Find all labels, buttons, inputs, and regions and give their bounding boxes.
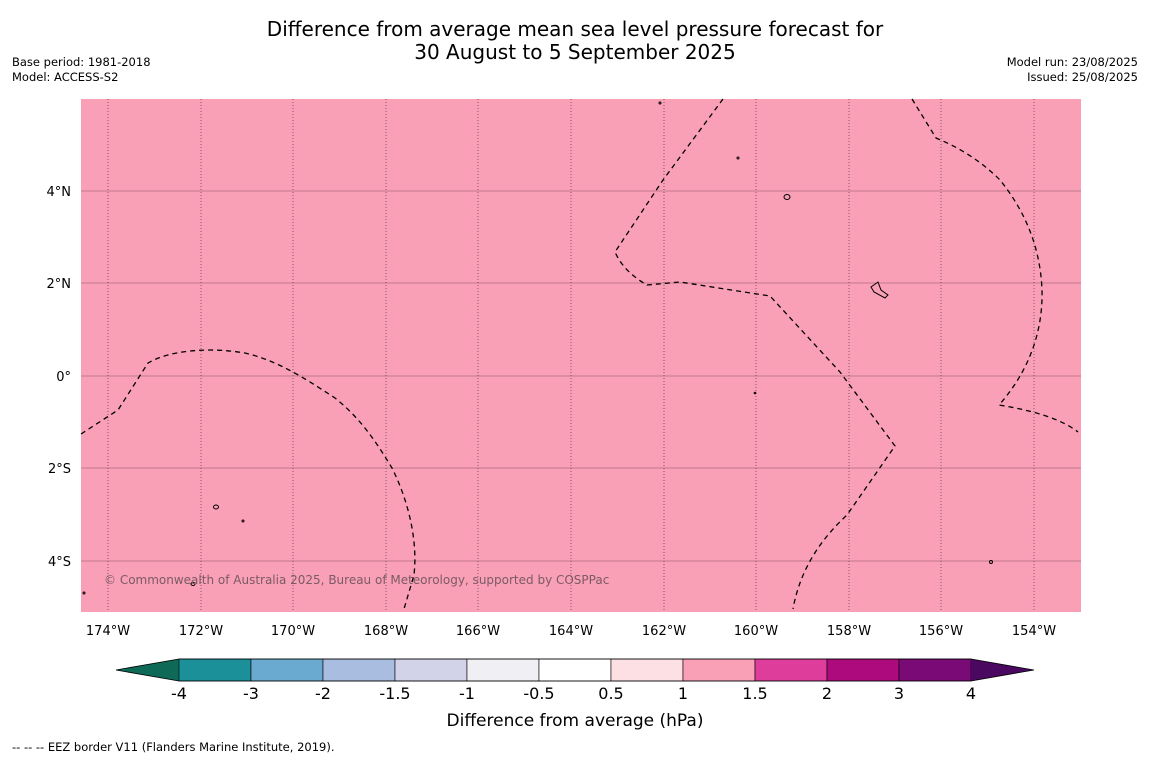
colorbar: -4 -3 -2 -1.5 -1 -0.5 0.5 1 1.5 2 3 4 Difference fr… <box>115 658 1035 731</box>
eez-border-east <box>911 98 1079 433</box>
lon-label-158w: 158°W <box>827 624 871 639</box>
island-8 <box>241 519 245 523</box>
colorbar-tick-label: 2 <box>822 684 832 703</box>
colorbar-extend-low <box>116 659 179 681</box>
lat-label-2n: 2°N <box>47 277 72 292</box>
lon-label-166w: 166°W <box>456 624 500 639</box>
base-period: Base period: 1981-2018 <box>12 55 151 69</box>
colorbar-segment <box>178 658 252 682</box>
eez-borders <box>80 98 1079 610</box>
lon-label-172w: 172°W <box>179 624 223 639</box>
eez-border-central <box>614 98 896 610</box>
eez-border-west <box>80 349 416 610</box>
colorbar-segment <box>538 658 612 682</box>
lon-label-156w: 156°W <box>919 624 963 639</box>
lat-label-2s: 2°S <box>48 462 71 477</box>
colorbar-segment <box>898 658 972 682</box>
map-area <box>81 99 1081 612</box>
colorbar-segment <box>322 658 396 682</box>
lon-label-160w: 160°W <box>734 624 778 639</box>
meta-left: Base period: 1981-2018 Model: ACCESS-S2 <box>12 55 151 85</box>
lon-labels: 174°W 172°W 170°W 168°W 166°W 164°W 162°… <box>86 624 1056 639</box>
colorbar-tick-label: -2 <box>315 684 331 703</box>
colorbar-tick-label: 0.5 <box>598 684 623 703</box>
island-4 <box>190 582 196 586</box>
colorbar-tick-label: -1.5 <box>379 684 410 703</box>
map-title: Difference from average mean sea level p… <box>0 18 1150 64</box>
meta-right: Model run: 23/08/2025 Issued: 25/08/2025 <box>1007 55 1138 85</box>
lon-label-162w: 162°W <box>642 624 686 639</box>
island-2 <box>870 281 889 299</box>
footer-eez-note: -- -- -- EEZ border V11 (Flanders Marine… <box>12 740 335 754</box>
colorbar-segments <box>178 658 972 682</box>
colorbar-tick-label: 1 <box>678 684 688 703</box>
colorbar-extend-high <box>971 659 1034 681</box>
colorbar-title: Difference from average (hPa) <box>447 711 704 731</box>
lat-gridlines <box>81 190 1081 562</box>
lat-label-4n: 4°N <box>47 185 72 200</box>
lon-label-174w: 174°W <box>86 624 130 639</box>
island-10 <box>753 391 757 395</box>
islands <box>82 101 993 595</box>
colorbar-outline <box>115 658 1035 682</box>
colorbar-tick-label: 1.5 <box>742 684 767 703</box>
lon-label-164w: 164°W <box>549 624 593 639</box>
model-name: Model: ACCESS-S2 <box>12 70 119 84</box>
title-line-2: 30 August to 5 September 2025 <box>414 40 736 64</box>
colorbar-segment <box>466 658 540 682</box>
title-line-1: Difference from average mean sea level p… <box>266 17 884 41</box>
island-1 <box>783 194 791 200</box>
colorbar-tick-label: -3 <box>243 684 259 703</box>
colorbar-segment <box>394 658 468 682</box>
colorbar-tick-label: -4 <box>171 684 187 703</box>
lon-label-170w: 170°W <box>271 624 315 639</box>
colorbar-tick-label: -1 <box>459 684 475 703</box>
copyright-text: © Commonwealth of Australia 2025, Bureau… <box>104 573 609 587</box>
lon-label-168w: 168°W <box>364 624 408 639</box>
colorbar-segment <box>250 658 324 682</box>
island-7 <box>658 101 662 105</box>
model-run: Model run: 23/08/2025 <box>1006 55 1138 69</box>
colorbar-tick-labels: -4 -3 -2 -1.5 -1 -0.5 0.5 1 1.5 2 3 4 <box>171 684 976 703</box>
island-6 <box>736 156 740 160</box>
lat-label-0: 0° <box>56 370 71 385</box>
colorbar-tick-label: -0.5 <box>523 684 554 703</box>
issued-date: Issued: 25/08/2025 <box>1027 70 1138 84</box>
island-5 <box>989 560 993 564</box>
colorbar-segment <box>610 658 684 682</box>
colorbar-tick-label: 4 <box>966 684 976 703</box>
island-3 <box>213 504 219 510</box>
lat-labels: 4°N 2°N 0° 2°S 4°S <box>47 185 72 570</box>
colorbar-tick-label: 3 <box>894 684 904 703</box>
lat-label-4s: 4°S <box>48 555 71 570</box>
colorbar-segment <box>754 658 828 682</box>
colorbar-segment <box>826 658 900 682</box>
island-9 <box>82 591 86 595</box>
lon-label-154w: 154°W <box>1012 624 1056 639</box>
colorbar-segment <box>682 658 756 682</box>
